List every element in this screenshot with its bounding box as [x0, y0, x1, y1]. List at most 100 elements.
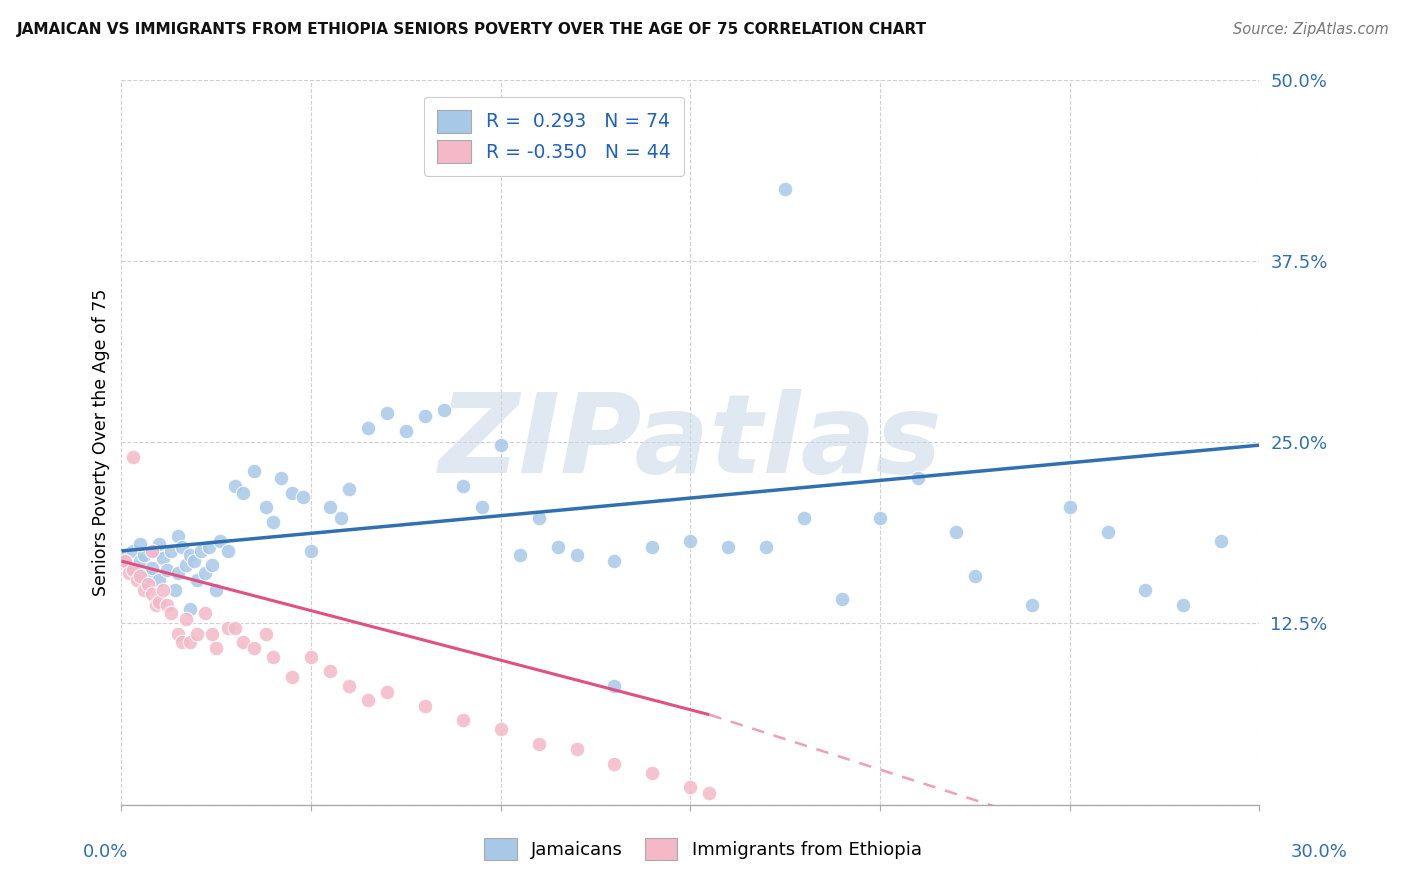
Point: [945, 525, 967, 540]
Point: [172, 635, 194, 649]
Point: [547, 540, 569, 554]
Point: [337, 482, 360, 496]
Point: [129, 568, 152, 582]
Point: [262, 515, 284, 529]
Point: [565, 742, 588, 756]
Point: [145, 598, 167, 612]
Point: [1097, 525, 1119, 540]
Point: [357, 421, 380, 435]
Point: [603, 756, 626, 771]
Point: [205, 583, 228, 598]
Point: [194, 607, 217, 621]
Text: 30.0%: 30.0%: [1291, 843, 1347, 861]
Point: [1135, 583, 1157, 598]
Point: [793, 510, 815, 524]
Point: [509, 549, 531, 563]
Point: [679, 533, 702, 548]
Point: [603, 554, 626, 568]
Point: [167, 566, 190, 580]
Point: [179, 549, 201, 563]
Point: [224, 479, 246, 493]
Point: [141, 587, 163, 601]
Point: [1211, 533, 1233, 548]
Point: [118, 558, 141, 573]
Point: [148, 573, 170, 587]
Point: [148, 537, 170, 551]
Point: [299, 544, 322, 558]
Point: [254, 626, 277, 640]
Point: [217, 544, 239, 558]
Point: [471, 500, 494, 515]
Point: [451, 714, 474, 728]
Point: [831, 591, 853, 606]
Point: [319, 500, 342, 515]
Text: 0.0%: 0.0%: [83, 843, 128, 861]
Point: [337, 679, 360, 693]
Point: [186, 573, 208, 587]
Point: [134, 583, 156, 598]
Point: [527, 737, 550, 751]
Point: [641, 765, 664, 780]
Point: [413, 409, 436, 424]
Point: [603, 679, 626, 693]
Point: [159, 607, 181, 621]
Point: [281, 670, 304, 684]
Point: [330, 510, 353, 524]
Point: [357, 693, 380, 707]
Point: [907, 471, 929, 485]
Point: [167, 626, 190, 640]
Point: [205, 641, 228, 656]
Point: [114, 554, 136, 568]
Point: [292, 491, 315, 505]
Point: [232, 486, 254, 500]
Point: [254, 500, 277, 515]
Point: [136, 577, 159, 591]
Point: [232, 635, 254, 649]
Point: [262, 649, 284, 664]
Point: [1021, 598, 1043, 612]
Point: [375, 406, 398, 420]
Point: [375, 684, 398, 698]
Point: [1173, 598, 1195, 612]
Point: [121, 450, 143, 464]
Point: [145, 544, 167, 558]
Point: [141, 544, 163, 558]
Point: [565, 549, 588, 563]
Text: ZIPatlas: ZIPatlas: [439, 389, 942, 496]
Point: [413, 698, 436, 713]
Point: [451, 479, 474, 493]
Legend: R =  0.293   N = 74, R = -0.350   N = 44: R = 0.293 N = 74, R = -0.350 N = 44: [425, 96, 683, 176]
Point: [489, 438, 512, 452]
Point: [186, 626, 208, 640]
Point: [190, 544, 212, 558]
Point: [489, 722, 512, 736]
Point: [395, 424, 418, 438]
Point: [167, 529, 190, 543]
Y-axis label: Seniors Poverty Over the Age of 75: Seniors Poverty Over the Age of 75: [93, 289, 110, 596]
Point: [197, 540, 219, 554]
Point: [136, 568, 159, 582]
Point: [201, 558, 224, 573]
Point: [179, 602, 201, 616]
Point: [270, 471, 292, 485]
Point: [1059, 500, 1081, 515]
Point: [243, 641, 266, 656]
Point: [156, 563, 179, 577]
Point: [125, 566, 148, 580]
Point: [152, 583, 174, 598]
Point: [121, 544, 143, 558]
Point: [114, 551, 136, 566]
Point: [201, 626, 224, 640]
Point: [281, 486, 304, 500]
Point: [755, 540, 778, 554]
Point: [129, 554, 152, 568]
Point: [243, 464, 266, 478]
Point: [121, 563, 143, 577]
Point: [148, 595, 170, 609]
Point: [125, 573, 148, 587]
Point: [773, 182, 796, 196]
Point: [433, 403, 456, 417]
Point: [209, 533, 232, 548]
Point: [697, 786, 720, 800]
Point: [194, 566, 217, 580]
